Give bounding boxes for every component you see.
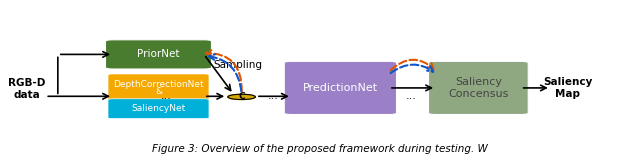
Text: PredictionNet: PredictionNet	[303, 83, 378, 93]
Text: Figure 3: Overview of the proposed framework during testing. W: Figure 3: Overview of the proposed frame…	[152, 144, 488, 154]
Text: SaliencyNet: SaliencyNet	[131, 104, 186, 113]
Text: DepthCorrectionNet: DepthCorrectionNet	[113, 80, 204, 89]
FancyBboxPatch shape	[108, 99, 209, 119]
Text: Saliency
Concensus: Saliency Concensus	[448, 77, 509, 99]
Text: RGB-D
data: RGB-D data	[8, 78, 45, 100]
FancyBboxPatch shape	[284, 61, 397, 114]
FancyBboxPatch shape	[429, 61, 528, 114]
Text: Saliency
Map: Saliency Map	[543, 77, 593, 99]
Text: ...: ...	[161, 91, 172, 101]
Text: ...: ...	[268, 91, 278, 101]
FancyBboxPatch shape	[108, 74, 209, 101]
Circle shape	[228, 94, 255, 100]
Text: ...: ...	[406, 91, 417, 101]
Text: &: &	[155, 87, 162, 96]
FancyBboxPatch shape	[106, 40, 211, 69]
Text: PriorNet: PriorNet	[137, 49, 180, 59]
Text: C: C	[238, 92, 245, 101]
Text: Sampling: Sampling	[213, 60, 262, 70]
